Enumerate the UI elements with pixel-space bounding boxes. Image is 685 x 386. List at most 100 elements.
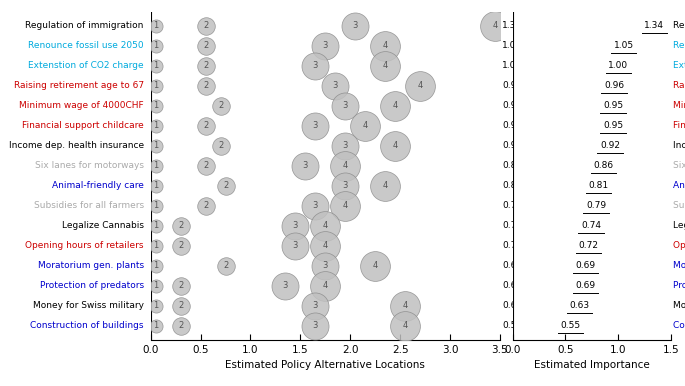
- Point: [390, 142, 401, 149]
- Text: Construction of buildings: Construction of buildings: [30, 321, 144, 330]
- Text: 2: 2: [203, 81, 208, 90]
- Text: 3: 3: [312, 201, 318, 210]
- Point: [150, 283, 161, 289]
- Text: 4: 4: [323, 241, 328, 250]
- Point: [379, 42, 390, 49]
- Point: [150, 22, 161, 29]
- Text: Income dep. health insurance: Income dep. health insurance: [673, 141, 685, 150]
- Text: 3: 3: [312, 321, 318, 330]
- Point: [310, 323, 321, 329]
- Text: 1: 1: [153, 41, 158, 50]
- Text: Income dep. health insurance: Income dep. health insurance: [9, 141, 144, 150]
- Text: Extenstion of CO2 charge: Extenstion of CO2 charge: [673, 61, 685, 70]
- Text: 4: 4: [382, 41, 388, 50]
- Text: 4: 4: [403, 301, 408, 310]
- Text: 4: 4: [373, 261, 378, 270]
- Point: [340, 142, 351, 149]
- Point: [320, 283, 331, 289]
- Text: Opening hours of retailers: Opening hours of retailers: [673, 241, 685, 250]
- Point: [320, 223, 331, 229]
- Text: 0.74: 0.74: [502, 221, 522, 230]
- Text: 4: 4: [342, 201, 348, 210]
- Text: 3: 3: [303, 161, 308, 170]
- Text: Raising retirement age to 67: Raising retirement age to 67: [673, 81, 685, 90]
- Point: [150, 303, 161, 309]
- Point: [489, 22, 500, 29]
- Text: Minimum wage of 4000CHF: Minimum wage of 4000CHF: [19, 101, 144, 110]
- Point: [379, 183, 390, 189]
- Text: 0.63: 0.63: [569, 301, 589, 310]
- Text: Animal-friendly care: Animal-friendly care: [673, 181, 685, 190]
- Text: 1.00: 1.00: [502, 61, 522, 70]
- Point: [150, 42, 161, 49]
- Text: 1.34: 1.34: [502, 21, 522, 30]
- Point: [220, 262, 231, 269]
- Text: Minimum wage of 4000CHF: Minimum wage of 4000CHF: [673, 101, 685, 110]
- Text: 1: 1: [153, 281, 158, 290]
- Point: [150, 83, 161, 89]
- Point: [200, 163, 211, 169]
- Text: 2: 2: [178, 221, 184, 230]
- Text: Money for Swiss military: Money for Swiss military: [673, 301, 685, 310]
- Text: 1: 1: [153, 181, 158, 190]
- Text: 2: 2: [178, 281, 184, 290]
- Point: [310, 63, 321, 69]
- Text: Six lanes for motorways: Six lanes for motorways: [673, 161, 685, 170]
- Text: 4: 4: [342, 161, 348, 170]
- Text: Financial support childcare: Financial support childcare: [673, 121, 685, 130]
- Point: [200, 122, 211, 129]
- Text: 0.95: 0.95: [603, 121, 623, 130]
- Text: 0.81: 0.81: [502, 181, 522, 190]
- Text: Construction of buildings: Construction of buildings: [673, 321, 685, 330]
- X-axis label: Estimated Importance: Estimated Importance: [534, 360, 650, 370]
- Text: 0.86: 0.86: [502, 161, 522, 170]
- Text: 4: 4: [417, 81, 423, 90]
- Text: 3: 3: [342, 181, 348, 190]
- Text: 1: 1: [153, 21, 158, 30]
- Text: Financial support childcare: Financial support childcare: [22, 121, 144, 130]
- Text: 2: 2: [178, 301, 184, 310]
- Text: 0.55: 0.55: [502, 321, 522, 330]
- Text: 2: 2: [203, 41, 208, 50]
- Text: 4: 4: [393, 141, 398, 150]
- Point: [340, 103, 351, 109]
- Text: 1.05: 1.05: [614, 41, 634, 50]
- Text: 2: 2: [223, 181, 228, 190]
- Point: [290, 242, 301, 249]
- Text: 4: 4: [393, 101, 398, 110]
- Text: 0.81: 0.81: [588, 181, 608, 190]
- Point: [150, 242, 161, 249]
- Point: [175, 242, 186, 249]
- Point: [399, 323, 410, 329]
- Text: Raising retirement age to 67: Raising retirement age to 67: [14, 81, 144, 90]
- Point: [414, 83, 425, 89]
- Text: Moratorium gen. plants: Moratorium gen. plants: [673, 261, 685, 270]
- Text: Regulation of immigration: Regulation of immigration: [25, 21, 144, 30]
- Text: 0.69: 0.69: [575, 281, 596, 290]
- Text: 0.69: 0.69: [502, 281, 522, 290]
- Text: 3: 3: [312, 301, 318, 310]
- Point: [320, 242, 331, 249]
- Text: Protection of predators: Protection of predators: [673, 281, 685, 290]
- Text: Six lanes for motorways: Six lanes for motorways: [35, 161, 144, 170]
- Text: 2: 2: [178, 241, 184, 250]
- Text: 1.00: 1.00: [608, 61, 628, 70]
- Text: 1.05: 1.05: [502, 41, 522, 50]
- Text: Moratorium gen. plants: Moratorium gen. plants: [38, 261, 144, 270]
- Text: 3: 3: [353, 21, 358, 30]
- Point: [150, 103, 161, 109]
- Text: 0.79: 0.79: [586, 201, 606, 210]
- Point: [150, 163, 161, 169]
- Point: [215, 142, 226, 149]
- Point: [150, 122, 161, 129]
- Text: Opening hours of retailers: Opening hours of retailers: [25, 241, 144, 250]
- Text: Renounce fossil use 2050: Renounce fossil use 2050: [673, 41, 685, 50]
- Text: 0.86: 0.86: [593, 161, 614, 170]
- Text: 3: 3: [292, 221, 298, 230]
- Text: 1: 1: [153, 141, 158, 150]
- Text: 4: 4: [362, 121, 368, 130]
- Text: 2: 2: [203, 21, 208, 30]
- Text: Subsidies for all farmers: Subsidies for all farmers: [34, 201, 144, 210]
- Text: 1: 1: [153, 61, 158, 70]
- Text: 4: 4: [493, 21, 497, 30]
